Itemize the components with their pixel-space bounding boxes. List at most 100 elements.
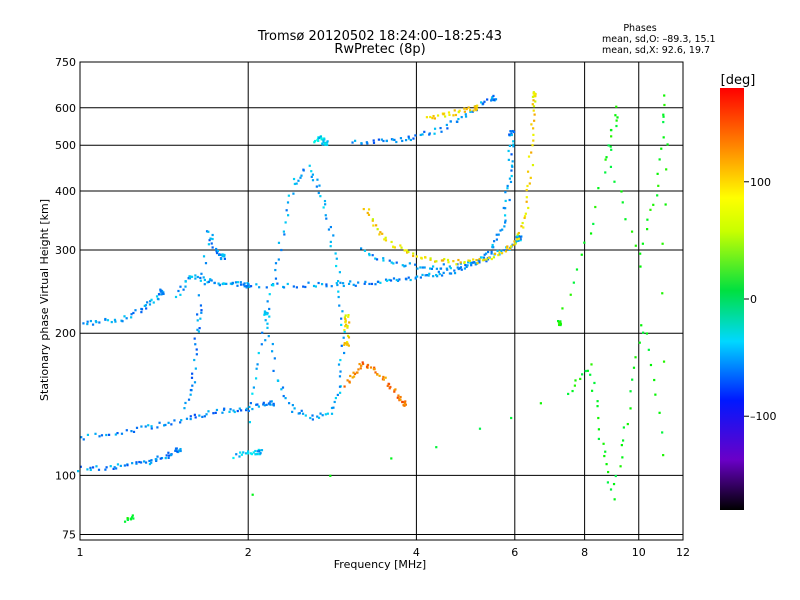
data-point — [366, 211, 369, 215]
data-point — [330, 412, 334, 415]
data-point — [367, 213, 371, 216]
x-tick-label: 2 — [245, 546, 252, 559]
data-point — [187, 398, 191, 401]
data-point — [575, 268, 579, 271]
data-point — [512, 130, 516, 134]
data-point — [326, 140, 329, 143]
data-point — [249, 452, 252, 455]
data-point — [503, 225, 506, 228]
data-point — [168, 454, 171, 457]
data-point — [519, 239, 522, 242]
data-point — [493, 240, 496, 243]
data-point — [223, 407, 226, 410]
data-point — [165, 454, 168, 457]
data-point — [276, 379, 279, 382]
data-point — [586, 369, 589, 372]
data-point — [346, 325, 349, 328]
data-point — [365, 365, 369, 368]
data-point — [375, 224, 378, 227]
data-point — [150, 427, 153, 430]
data-point — [95, 320, 98, 324]
data-point — [213, 281, 216, 285]
data-point — [421, 266, 424, 269]
data-point — [221, 411, 224, 414]
data-point — [557, 321, 561, 324]
data-point — [256, 450, 259, 453]
data-point — [399, 137, 403, 140]
data-point — [388, 387, 391, 390]
data-point — [504, 250, 508, 253]
data-point — [249, 402, 252, 405]
data-point — [590, 363, 593, 366]
data-point — [382, 375, 385, 379]
data-point — [318, 184, 321, 187]
data-point — [405, 251, 409, 254]
data-point — [135, 461, 138, 464]
data-point — [629, 390, 632, 393]
data-point — [382, 257, 385, 260]
data-point — [134, 309, 137, 312]
data-point — [483, 258, 486, 261]
data-point — [195, 348, 198, 351]
data-point — [170, 423, 173, 426]
data-point — [256, 363, 259, 366]
data-point — [248, 421, 252, 424]
data-point — [647, 348, 650, 351]
data-point — [338, 375, 342, 378]
data-point — [189, 388, 192, 392]
data-point — [243, 285, 246, 288]
data-point — [362, 362, 365, 366]
data-point — [80, 436, 83, 439]
data-point — [338, 304, 341, 307]
data-point — [222, 408, 226, 411]
data-point — [214, 411, 217, 414]
data-point — [352, 371, 355, 374]
data-point — [360, 364, 363, 367]
data-point — [344, 321, 347, 324]
data-point — [313, 141, 316, 144]
data-point — [533, 113, 536, 116]
data-point — [222, 253, 225, 256]
y-tick-label: 750 — [55, 56, 76, 69]
data-point — [180, 419, 183, 422]
data-point — [424, 274, 427, 277]
data-point — [362, 207, 365, 211]
data-point — [433, 117, 437, 120]
data-point — [396, 396, 399, 399]
data-point — [321, 414, 324, 417]
data-point — [475, 108, 478, 112]
data-point — [351, 141, 354, 144]
data-point — [324, 214, 327, 217]
data-point — [191, 372, 194, 375]
data-point — [453, 269, 456, 272]
data-point — [436, 114, 440, 117]
data-point — [493, 252, 497, 255]
data-point — [491, 243, 494, 247]
data-point — [442, 271, 445, 274]
data-point — [662, 120, 665, 124]
data-point — [291, 404, 294, 407]
data-point — [140, 425, 143, 428]
data-point — [148, 462, 152, 466]
data-point — [86, 468, 89, 471]
data-point — [360, 142, 363, 145]
data-point — [412, 254, 415, 258]
data-point — [177, 289, 180, 293]
data-point — [239, 283, 243, 286]
data-point — [160, 456, 164, 460]
data-point — [334, 396, 337, 400]
data-point — [131, 514, 134, 517]
data-point — [404, 139, 408, 142]
data-point — [203, 283, 206, 286]
data-point — [649, 363, 653, 367]
data-point — [392, 262, 395, 265]
data-point — [286, 282, 289, 286]
data-point — [382, 378, 385, 381]
data-point — [517, 234, 520, 238]
data-point — [129, 517, 132, 520]
x-tick-label: 4 — [413, 546, 420, 559]
x-axis-ticks: 1 2 4 6 8 10 12 — [77, 546, 691, 559]
data-point — [265, 311, 268, 314]
data-point — [276, 282, 279, 285]
